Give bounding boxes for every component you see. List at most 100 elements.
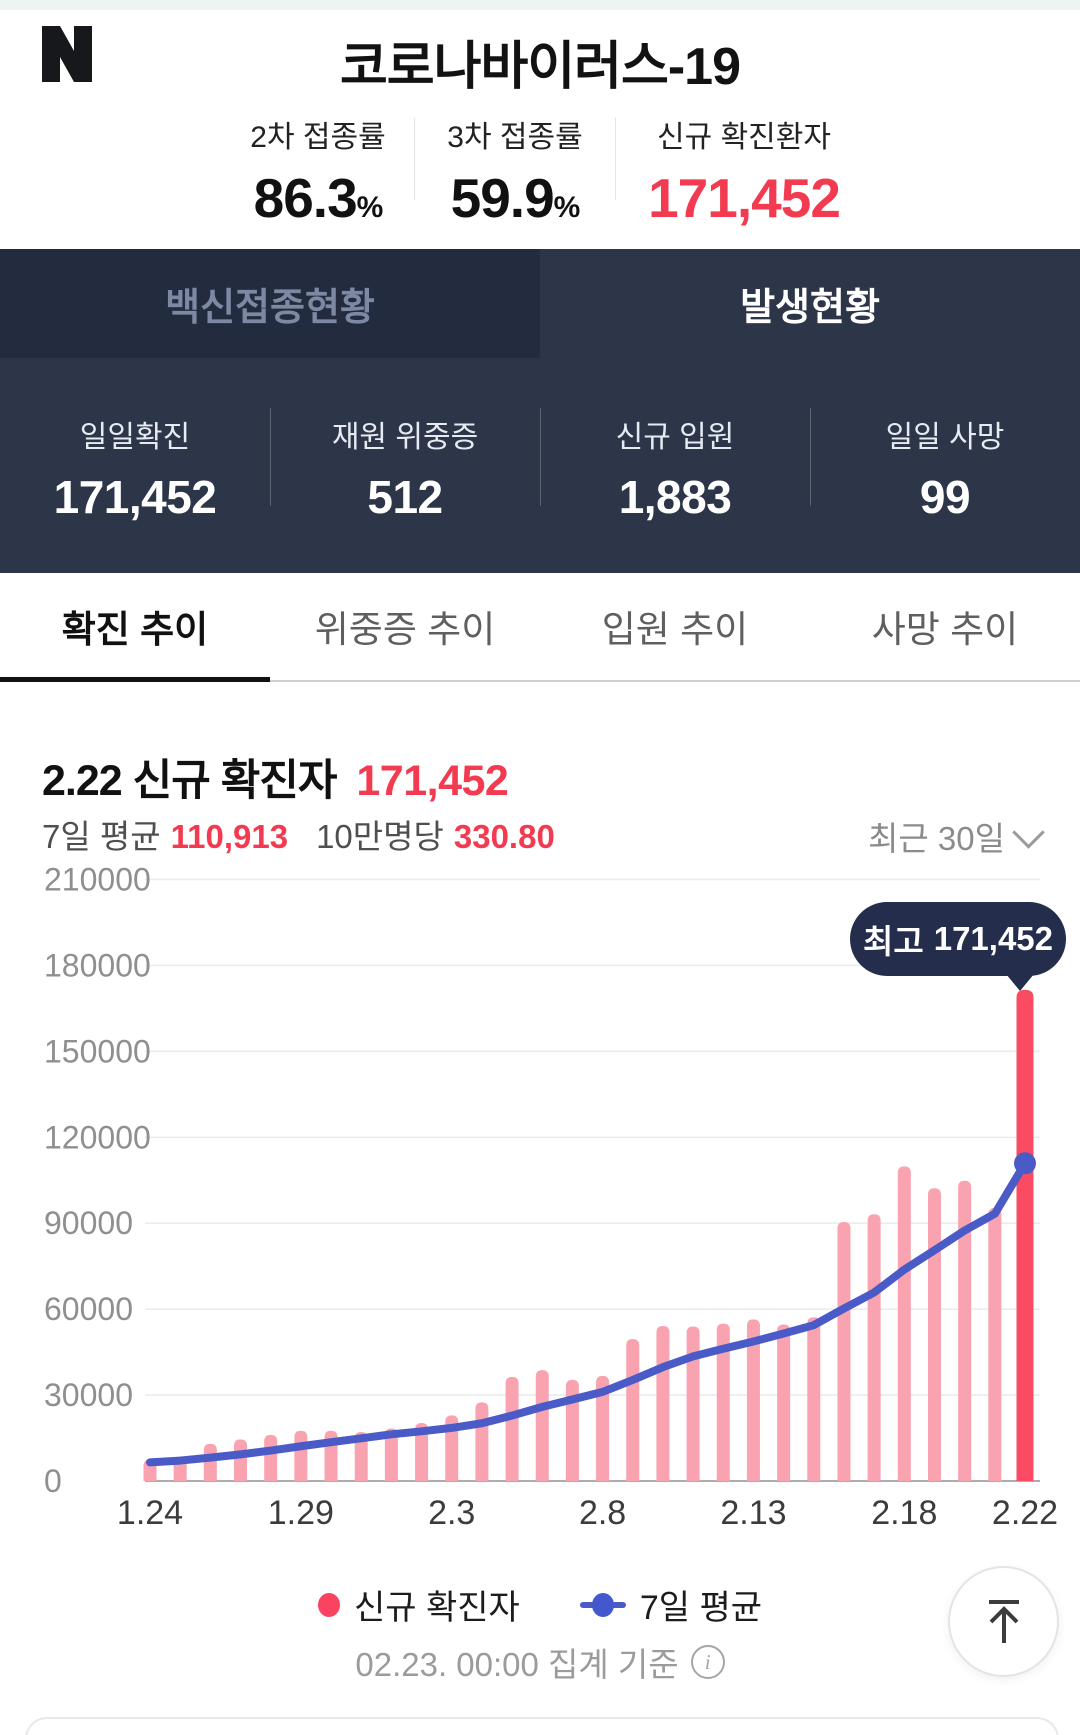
active-tab-underline: [0, 677, 270, 682]
stat-label: 2차 접종률: [250, 121, 386, 154]
severe-cases-stat: 재원 위중증 512: [270, 358, 540, 524]
tooltip-value: 171,452: [933, 920, 1054, 957]
x-axis-label: 2.8: [579, 1494, 626, 1530]
avg-label: 7일 평균: [42, 818, 161, 855]
legend-item-7day-avg: 7일 평균: [579, 1580, 763, 1629]
divider: [414, 118, 415, 200]
divider: [540, 408, 541, 506]
tab-label: 확진 추이: [61, 609, 209, 650]
stat-suffix: %: [356, 191, 384, 224]
stat-suffix: %: [553, 191, 581, 224]
trend-tab-bar: 확진 추이 위중증 추이 입원 추이 사망 추이: [0, 573, 1080, 682]
bar[interactable]: [867, 1214, 881, 1481]
x-axis-label: 2.18: [871, 1494, 937, 1530]
tooltip-label: 최고: [862, 923, 924, 960]
header-stat-new-cases: 신규 확진환자 171,452: [648, 112, 841, 230]
legend-label: 신규 확진자: [353, 1589, 520, 1627]
stat-label: 3차 접종률: [447, 121, 583, 154]
chart-subline: 7일 평균 110,913 10만명당 330.80: [42, 810, 555, 858]
bar[interactable]: [958, 1180, 972, 1481]
chevron-down-icon: [1012, 815, 1045, 849]
bar[interactable]: [716, 1323, 730, 1481]
divider: [270, 408, 271, 506]
tab-deaths-trend[interactable]: 사망 추이: [810, 573, 1080, 679]
range-dropdown[interactable]: 최근 30일: [868, 812, 1045, 860]
blue-line-dot-icon: [579, 1592, 626, 1617]
bar[interactable]: [294, 1430, 308, 1481]
avg-line: [146, 1159, 1029, 1467]
tab-label: 위중증 추이: [314, 609, 496, 650]
x-axis-label: 1.29: [268, 1494, 334, 1530]
stat-label: 신규 입원: [615, 421, 735, 454]
stat-value: 512: [367, 471, 443, 523]
bar[interactable]: [686, 1326, 700, 1481]
divider: [810, 408, 811, 506]
bar[interactable]: [988, 1207, 1002, 1481]
header-stat-3rd-dose: 3차 접종률 59.9%: [447, 112, 582, 230]
note-text: 02.23. 00:00 집계 기준: [355, 1646, 679, 1683]
bar[interactable]: [656, 1325, 670, 1481]
stat-label: 일일 사망: [885, 421, 1005, 454]
y-axis-label: 180000: [44, 947, 151, 983]
bar-highlight[interactable]: [1016, 989, 1034, 1481]
scroll-to-top-button[interactable]: [948, 1566, 1059, 1677]
bar[interactable]: [807, 1317, 821, 1481]
avg-value: 110,913: [170, 818, 289, 855]
x-axis-label: 2.22: [992, 1494, 1058, 1530]
tab-underline: [0, 680, 1080, 682]
bar[interactable]: [384, 1428, 398, 1481]
tab-confirmed-trend[interactable]: 확진 추이: [0, 573, 270, 679]
bar[interactable]: [626, 1339, 640, 1481]
x-axis-label: 2.13: [720, 1494, 786, 1530]
y-axis-label: 210000: [44, 861, 151, 897]
bar[interactable]: [415, 1422, 429, 1481]
daily-confirmed-stat: 일일확진 171,452: [0, 358, 270, 524]
stat-value: 99: [919, 471, 971, 523]
bar[interactable]: [837, 1221, 851, 1481]
avg-line-endpoint: [1014, 1152, 1036, 1175]
stat-value: 171,452: [53, 471, 217, 523]
data-source-note: 02.23. 00:00 집계 기준 i: [0, 1638, 1080, 1686]
stat-label: 신규 확진환자: [657, 121, 831, 154]
bar[interactable]: [565, 1379, 579, 1481]
tab-hospitalized-trend[interactable]: 입원 추이: [540, 573, 810, 679]
y-axis-label: 150000: [44, 1033, 151, 1069]
x-axis-label: 1.24: [117, 1494, 183, 1530]
bar[interactable]: [535, 1370, 549, 1481]
bar[interactable]: [596, 1375, 610, 1481]
info-icon[interactable]: i: [690, 1645, 725, 1679]
divider: [615, 118, 616, 200]
stat-value: 59.9: [450, 167, 555, 229]
top-strip: [0, 0, 1080, 10]
tab-label: 사망 추이: [871, 609, 1019, 650]
tab-severe-trend[interactable]: 위중증 추이: [270, 573, 540, 679]
red-dot-icon: [317, 1592, 340, 1617]
y-axis-label: 60000: [44, 1291, 133, 1327]
x-axis-label: 2.3: [428, 1494, 475, 1530]
new-hospitalized-stat: 신규 입원 1,883: [540, 358, 810, 524]
bar[interactable]: [354, 1432, 368, 1481]
header-stat-2nd-dose: 2차 접종률 86.3%: [250, 112, 385, 230]
bar[interactable]: [505, 1376, 519, 1481]
stat-label: 일일확진: [79, 421, 191, 454]
stat-value: 1,883: [618, 471, 732, 523]
tab-outbreak-status[interactable]: 발생현황: [540, 249, 1080, 358]
naver-logo-icon[interactable]: [42, 26, 92, 82]
bar[interactable]: [264, 1434, 278, 1481]
legend-label: 7일 평균: [639, 1589, 763, 1627]
bar[interactable]: [897, 1166, 911, 1481]
stat-label: 재원 위중증: [331, 421, 479, 454]
status-panel: 백신접종현황 발생현황 일일확진 171,452 재원 위중증 512 신규 입…: [0, 249, 1080, 573]
range-label: 최근 30일: [868, 820, 1005, 857]
bar[interactable]: [927, 1188, 941, 1481]
bar[interactable]: [203, 1443, 217, 1481]
tab-label: 백신접종현황: [165, 287, 375, 329]
bar[interactable]: [746, 1319, 760, 1481]
confirmed-trend-chart[interactable]: 0 30000 60000 90000 120000 150000 180000 210000…: [0, 858, 1080, 1530]
tab-vaccination-status[interactable]: 백신접종현황: [0, 249, 540, 358]
bar[interactable]: [234, 1439, 248, 1481]
y-axis-label: 120000: [44, 1119, 151, 1155]
bar[interactable]: [777, 1324, 791, 1481]
bar[interactable]: [475, 1402, 489, 1481]
